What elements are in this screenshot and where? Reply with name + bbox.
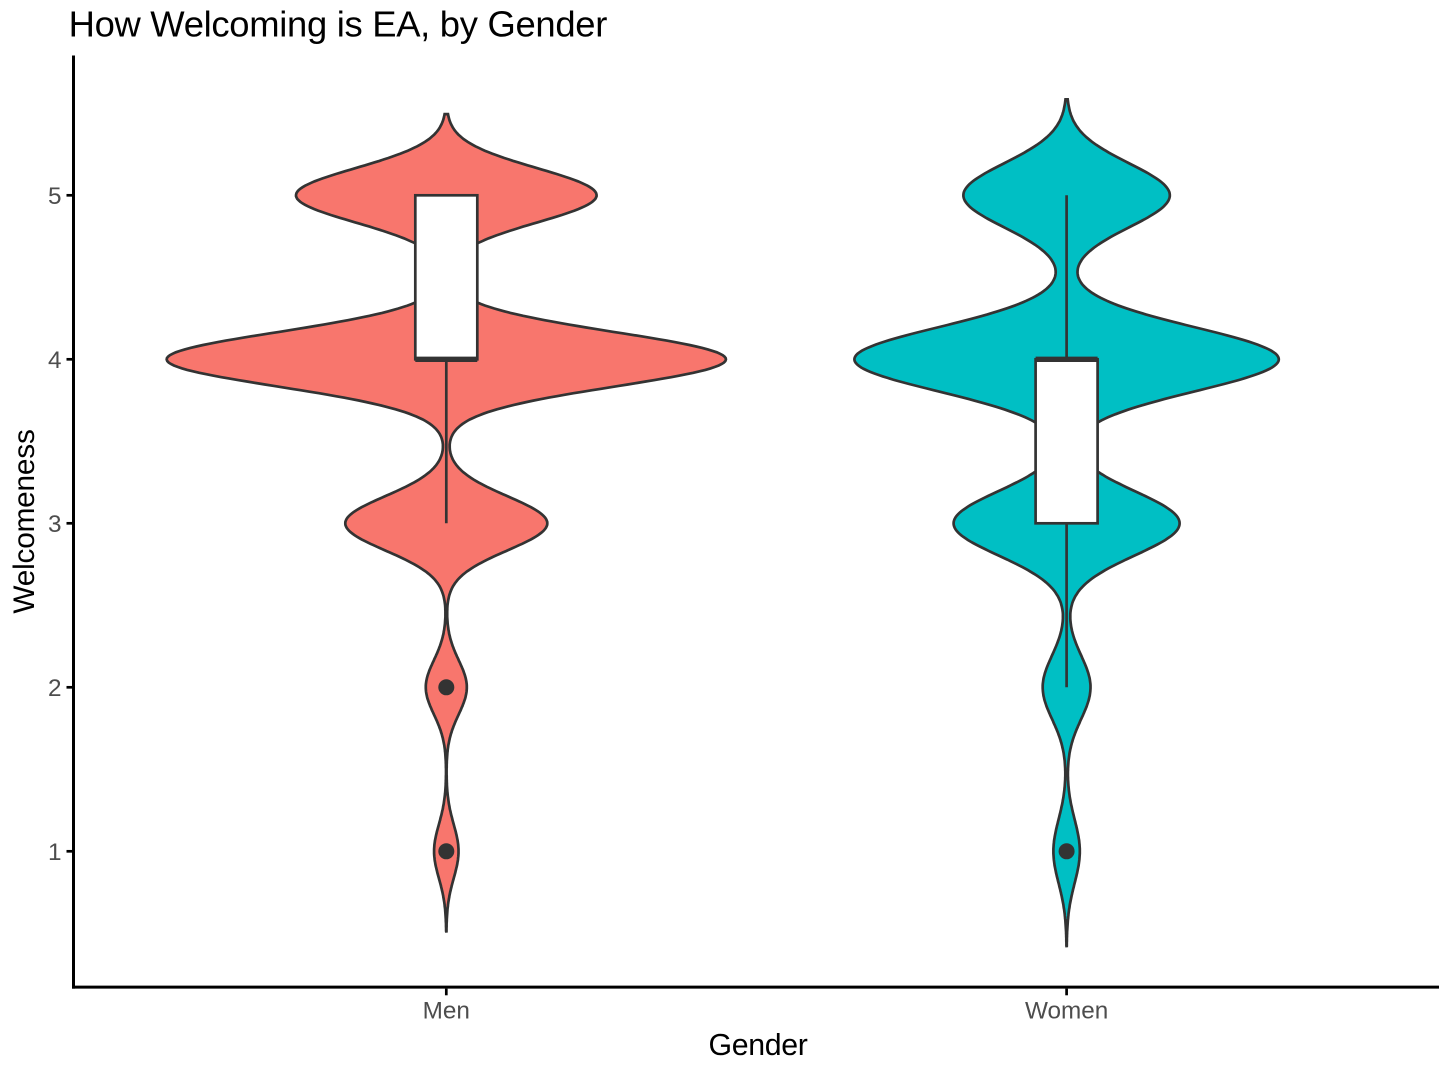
svg-text:3: 3 — [48, 511, 62, 538]
svg-text:4: 4 — [48, 347, 62, 374]
svg-text:5: 5 — [48, 183, 62, 210]
svg-text:1: 1 — [48, 839, 62, 866]
svg-text:Gender: Gender — [709, 1029, 808, 1062]
svg-text:Welcomeness: Welcomeness — [8, 429, 41, 613]
svg-text:Women: Women — [1025, 997, 1108, 1024]
svg-text:Men: Men — [423, 997, 470, 1024]
svg-text:How Welcoming is EA, by Gender: How Welcoming is EA, by Gender — [69, 4, 608, 45]
svg-text:2: 2 — [48, 675, 62, 702]
